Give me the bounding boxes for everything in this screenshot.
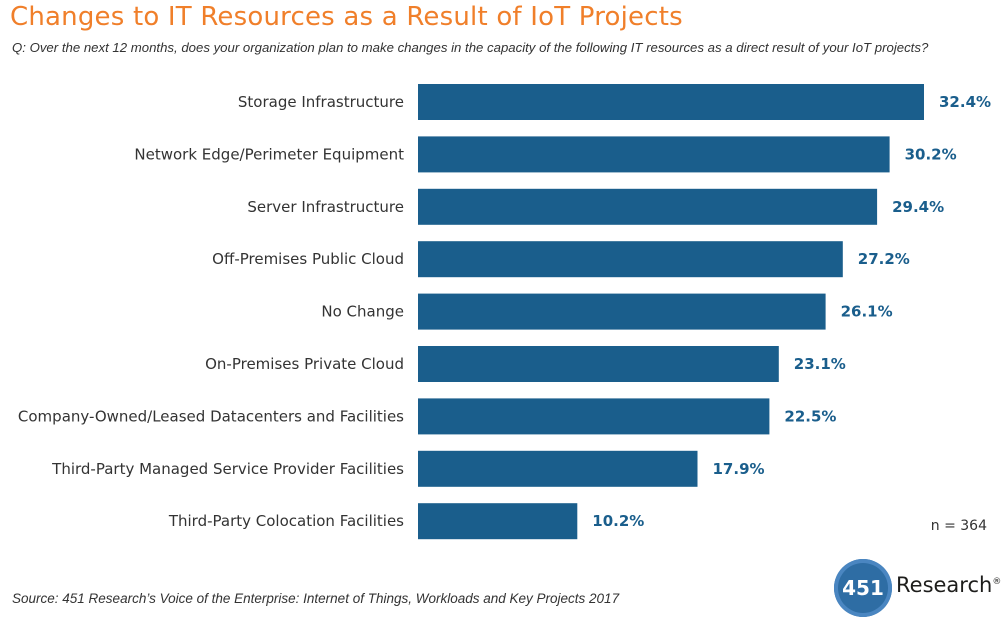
bar xyxy=(418,346,779,382)
category-label: Third-Party Colocation Facilities xyxy=(168,512,404,530)
value-label: 22.5% xyxy=(784,407,836,425)
brand-logo: 451 Research® xyxy=(834,559,1001,619)
logo-number: 451 xyxy=(842,576,884,600)
bar xyxy=(418,241,843,278)
value-label: 17.9% xyxy=(713,460,765,478)
value-label: 29.4% xyxy=(892,198,944,216)
category-label: Storage Infrastructure xyxy=(238,93,404,111)
logo-trademark: ® xyxy=(992,577,1001,587)
category-label: No Change xyxy=(321,303,404,321)
bar xyxy=(418,293,826,330)
category-label: Company-Owned/Leased Datacenters and Fac… xyxy=(18,407,404,425)
bar xyxy=(418,84,924,120)
bar xyxy=(418,398,770,435)
bar xyxy=(418,503,578,540)
value-label: 27.2% xyxy=(858,250,910,268)
category-label: On-Premises Private Cloud xyxy=(205,355,404,373)
value-label: 30.2% xyxy=(905,145,957,163)
category-label: Network Edge/Perimeter Equipment xyxy=(134,145,404,163)
bar xyxy=(418,188,878,225)
logo-circle-icon xyxy=(834,559,892,617)
logo-wordmark: Research® xyxy=(896,573,1001,597)
logo-word: Research xyxy=(896,573,993,597)
category-label: Server Infrastructure xyxy=(247,198,404,216)
category-label: Third-Party Managed Service Provider Fac… xyxy=(51,460,404,478)
value-label: 23.1% xyxy=(794,355,846,373)
chart-title: Changes to IT Resources as a Result of I… xyxy=(10,2,683,32)
bar xyxy=(418,450,698,487)
chart-subtitle: Q: Over the next 12 months, does your or… xyxy=(12,40,929,55)
category-label: Off-Premises Public Cloud xyxy=(212,250,404,268)
sample-size-label: n = 364 xyxy=(930,518,987,534)
value-label: 26.1% xyxy=(841,303,893,321)
value-label: 10.2% xyxy=(592,512,644,530)
bar xyxy=(418,136,890,173)
value-label: 32.4% xyxy=(939,93,991,111)
source-note: Source: 451 Research’s Voice of the Ente… xyxy=(12,591,620,606)
